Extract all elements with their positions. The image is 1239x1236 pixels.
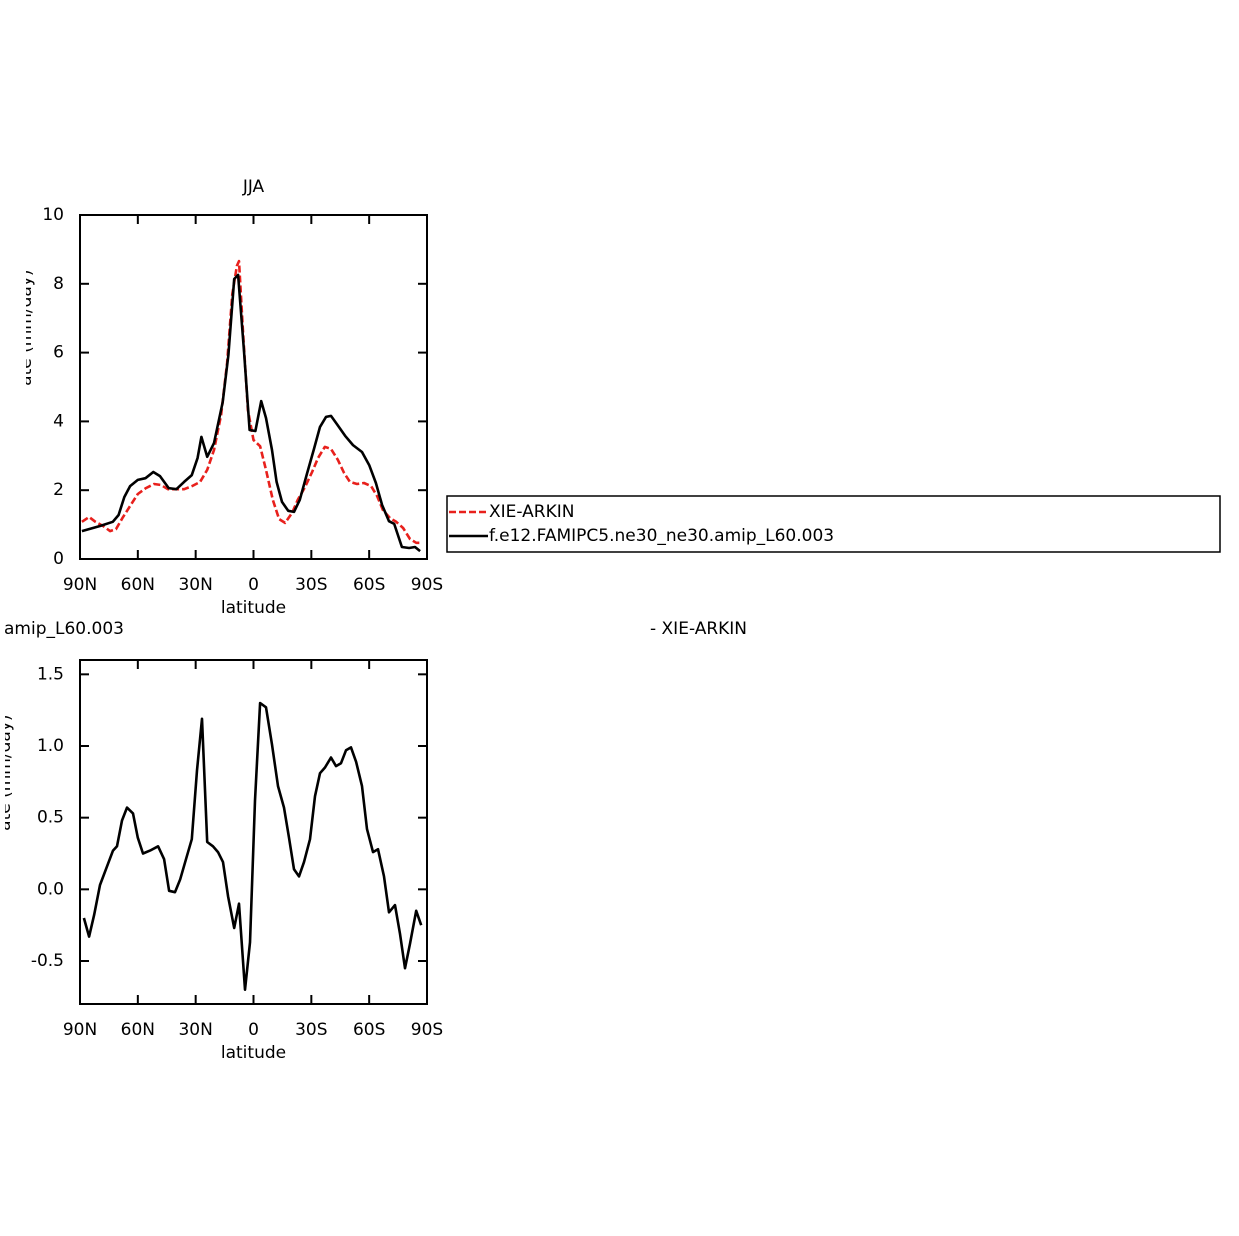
y-tick-label: 6 [53,343,64,363]
y-tick-label: 1.0 [37,736,64,756]
chart-title: JJA [242,177,265,197]
y-tick-label: 10 [42,205,64,225]
x-tick-label: 90N [63,1020,97,1040]
y-axis-label: Precipitation rate (mm/day) [16,270,36,505]
legend-box [446,495,1221,553]
x-tick-label: 90S [411,1020,443,1040]
y-tick-label: -0.5 [31,951,64,971]
y-tick-label: 8 [53,274,64,294]
x-tick-label: 30N [178,575,212,595]
legend-label: f.e12.FAMIPC5.ne30_ne30.amip_L60.003 [489,526,834,546]
left-title: amip_L60.003 [4,619,124,639]
x-axis-label: latitude [221,1043,286,1063]
y-tick-label: 0.5 [37,808,64,828]
x-tick-label: 90N [63,575,97,595]
x-tick-label: 60S [353,575,385,595]
y-tick-label: 0 [53,549,64,569]
plot-frame [79,214,428,560]
y-tick-label: 1.5 [37,664,64,684]
data-line [81,273,421,553]
x-tick-label: 30S [295,575,327,595]
right-title: - XIE-ARKIN [650,619,747,639]
y-tick-label: 4 [53,411,64,431]
x-axis-label: latitude [221,598,286,618]
x-tick-label: 60N [121,1020,155,1040]
x-tick-label: 30S [295,1020,327,1040]
data-line [81,259,422,545]
y-tick-label: 2 [53,480,64,500]
x-tick-label: 90S [411,575,443,595]
x-tick-label: 0 [248,1020,259,1040]
x-tick-label: 60S [353,1020,385,1040]
y-tick-label: 0.0 [37,879,64,899]
y-axis-label: Precipitation rate (mm/day) [0,715,15,950]
x-tick-label: 60N [121,575,155,595]
x-tick-label: 30N [178,1020,212,1040]
x-tick-label: 0 [248,575,259,595]
legend-label: XIE-ARKIN [489,502,574,522]
data-line [82,701,423,991]
